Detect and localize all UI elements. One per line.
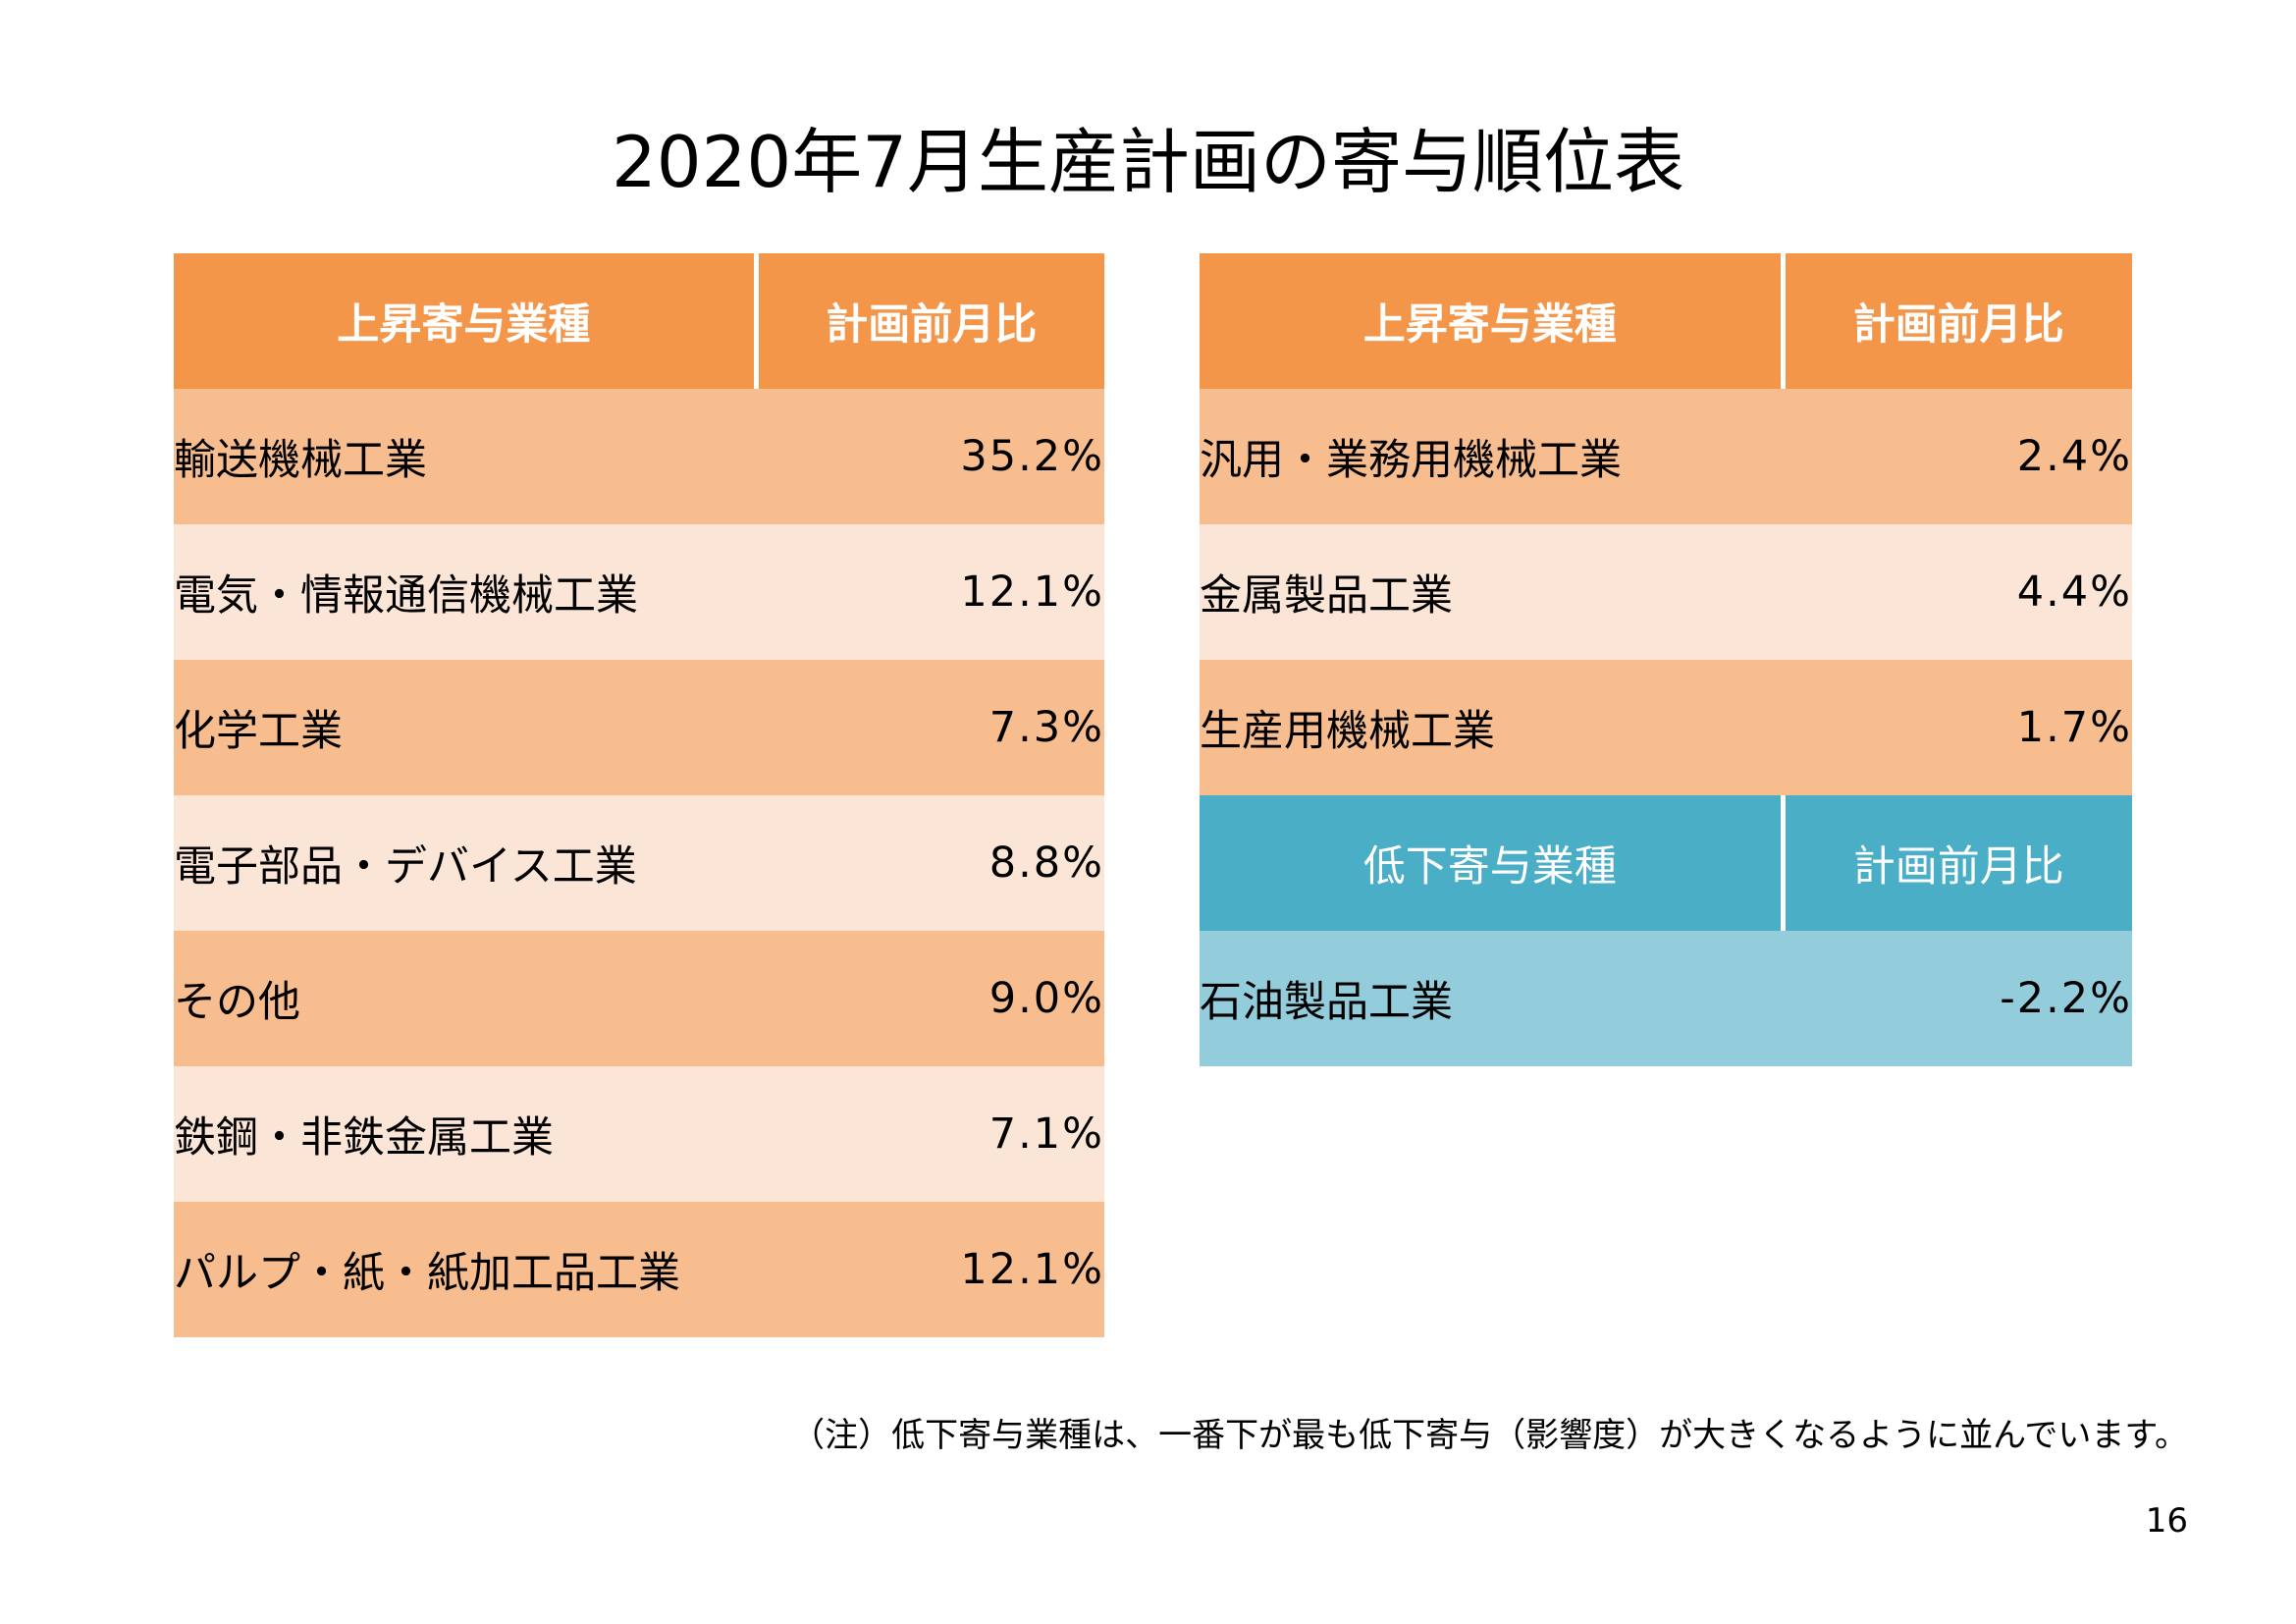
- table-header-row: 上昇寄与業種 計画前月比: [174, 253, 1104, 389]
- mom-change-value: 4.4%: [1783, 524, 2132, 660]
- industry-name: 生産用機械工業: [1200, 660, 1783, 795]
- table-row: 電子部品・デバイス工業 8.8%: [174, 795, 1104, 931]
- industry-name: 石油製品工業: [1200, 931, 1783, 1066]
- mom-change-value: 9.0%: [756, 931, 1104, 1066]
- table-row: 電気・情報通信機械工業 12.1%: [174, 524, 1104, 660]
- mom-change-value: 8.8%: [756, 795, 1104, 931]
- industry-name: 電子部品・デバイス工業: [174, 795, 756, 931]
- rising-contribution-table: 上昇寄与業種 計画前月比 輸送機械工業 35.2% 電気・情報通信機械工業 12…: [174, 253, 1104, 1337]
- industry-name: 電気・情報通信機械工業: [174, 524, 756, 660]
- mom-change-value: 7.1%: [756, 1066, 1104, 1202]
- column-header-industry: 上昇寄与業種: [1200, 253, 1786, 389]
- mom-change-value: 12.1%: [756, 524, 1104, 660]
- page-title: 2020年7月生産計画の寄与順位表: [611, 121, 1685, 203]
- industry-name: 汎用・業務用機械工業: [1200, 389, 1783, 524]
- table-row: 汎用・業務用機械工業 2.4%: [1200, 389, 2132, 524]
- industry-name: 化学工業: [174, 660, 756, 795]
- mom-change-value: 35.2%: [756, 389, 1104, 524]
- table-row: 生産用機械工業 1.7%: [1200, 660, 2132, 795]
- column-header-declining-mom-change: 計画前月比: [1783, 795, 2132, 931]
- table-row: 鉄鋼・非鉄金属工業 7.1%: [174, 1066, 1104, 1202]
- column-header-industry: 上昇寄与業種: [174, 253, 759, 389]
- column-header-mom-change: 計画前月比: [1783, 253, 2132, 389]
- table-header-row-declining: 低下寄与業種 計画前月比: [1200, 795, 2132, 931]
- mixed-contribution-table: 上昇寄与業種 計画前月比 汎用・業務用機械工業 2.4% 金属製品工業 4.4%…: [1200, 253, 2132, 1066]
- table-row: パルプ・紙・紙加工品工業 12.1%: [174, 1202, 1104, 1337]
- industry-name: 輸送機械工業: [174, 389, 756, 524]
- mom-change-value: 7.3%: [756, 660, 1104, 795]
- table-header-row: 上昇寄与業種 計画前月比: [1200, 253, 2132, 389]
- footnote: （注）低下寄与業種は、一番下が最も低下寄与（影響度）が大きくなるように並んでいま…: [791, 1416, 2188, 1455]
- industry-name: 金属製品工業: [1200, 524, 1783, 660]
- column-header-mom-change: 計画前月比: [756, 253, 1104, 389]
- table-row: 化学工業 7.3%: [174, 660, 1104, 795]
- page-number: 16: [2145, 1501, 2188, 1541]
- industry-name: パルプ・紙・紙加工品工業: [174, 1202, 756, 1337]
- table-row: 石油製品工業 -2.2%: [1200, 931, 2132, 1066]
- table-row: 金属製品工業 4.4%: [1200, 524, 2132, 660]
- mom-change-value: 1.7%: [1783, 660, 2132, 795]
- column-header-declining-industry: 低下寄与業種: [1200, 795, 1786, 931]
- mom-change-value: 12.1%: [756, 1202, 1104, 1337]
- table-row: その他 9.0%: [174, 931, 1104, 1066]
- table-row: 輸送機械工業 35.2%: [174, 389, 1104, 524]
- industry-name: その他: [174, 931, 756, 1066]
- mom-change-value: -2.2%: [1783, 931, 2132, 1066]
- mom-change-value: 2.4%: [1783, 389, 2132, 524]
- industry-name: 鉄鋼・非鉄金属工業: [174, 1066, 756, 1202]
